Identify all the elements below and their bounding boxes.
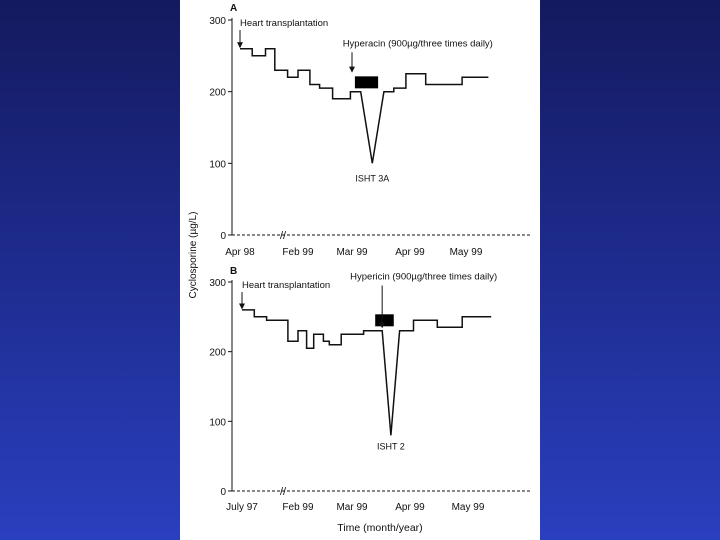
panel-b-x-tick-label: Feb 99 <box>282 502 314 513</box>
panel-a-hypericin-arrow-head <box>349 66 355 73</box>
panel-a-annotation-transplant: Heart transplantation <box>240 18 328 29</box>
panel-a-x-tick-label: Apr 99 <box>395 247 425 258</box>
panel-a-annotation-hypericin: Hyperacin (900µg/three times daily) <box>343 38 493 49</box>
panel-b-x-tick-label: July 97 <box>226 502 258 513</box>
panel-b-transplant-arrow-head <box>239 303 245 310</box>
panel-a-treatment-bar <box>354 76 379 89</box>
panel-a-axis-break: // <box>280 230 287 242</box>
x-axis-label: Time (month/year) <box>337 522 422 534</box>
y-axis-label: Cyclosporine (µg/L) <box>188 212 199 299</box>
panel-a-y-tick-label: 0 <box>220 231 226 242</box>
panel-b-x-tick-label: May 99 <box>452 502 485 513</box>
panel-b-series-line <box>242 309 492 436</box>
panel-a-label: A <box>230 3 237 14</box>
figure-panel: Cyclosporine (µg/L) Time (month/year) A 0… <box>180 0 540 540</box>
figure-svg: Cyclosporine (µg/L) Time (month/year) A 0… <box>188 3 532 534</box>
panel-b-y-tick-label: 100 <box>209 417 226 428</box>
panel-b-annotation-isht: ISHT 2 <box>377 442 405 452</box>
panel-b-annotation-hypericin: Hypericin (900µg/three times daily) <box>350 271 497 282</box>
panel-b-x-tick-label: Mar 99 <box>336 502 368 513</box>
panel-a-transplant-arrow-head <box>237 42 243 49</box>
panel-b-y-tick-label: 300 <box>209 278 226 289</box>
panel-b-y-tick-label: 0 <box>220 487 226 498</box>
panel-a-x-tick-label: Mar 99 <box>336 247 368 258</box>
panel-b-x-tick-label: Apr 99 <box>395 502 425 513</box>
panel-a-series-line <box>240 47 489 164</box>
panel-a-y-tick-label: 300 <box>209 16 226 27</box>
panel-a-y-tick-label: 200 <box>209 88 226 99</box>
panel-a-x-tick-label: May 99 <box>450 247 483 258</box>
panel-b-label: B <box>230 266 237 277</box>
panel-a-x-tick-label: Feb 99 <box>282 247 314 258</box>
panel-a-y-tick-label: 100 <box>209 159 226 170</box>
panel-b-axis-break: // <box>280 486 287 498</box>
panel-b-y-tick-label: 200 <box>209 348 226 359</box>
panel-b-treatment-bar <box>375 314 394 327</box>
panel-a-x-tick-label: Apr 98 <box>225 247 255 258</box>
panel-a-annotation-isht: ISHT 3A <box>355 174 389 184</box>
panel-b-annotation-transplant: Heart transplantation <box>242 280 330 291</box>
panel-b-hypericin-arrow-head <box>379 322 386 329</box>
